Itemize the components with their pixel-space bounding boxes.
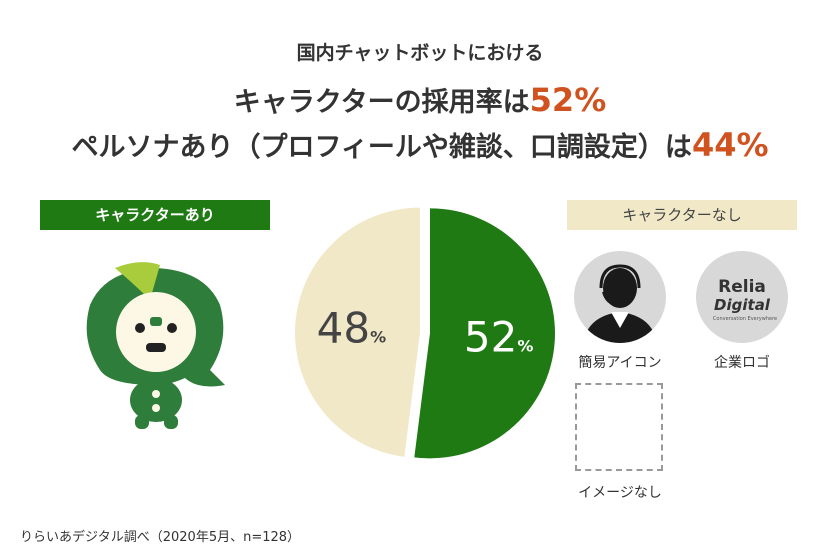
headline-line2-text: キャラクターの採用率は (233, 87, 530, 118)
no-image-placeholder (575, 383, 663, 471)
headline-line2: キャラクターの採用率は52% (0, 80, 840, 119)
pie-label-without-character: 48% (317, 303, 386, 352)
headline-line3-text: ペルソナあり（プロフィールや雑談、口調設定）は (71, 132, 692, 163)
headline-line3-value: 44% (691, 126, 769, 164)
pie-slice-with-character (414, 208, 555, 459)
pie-label-with-character: 52% (464, 313, 533, 362)
label-without-character: キャラクターなし (567, 200, 797, 230)
caption-company-logo: 企業ロゴ (714, 355, 770, 371)
svg-text:Relia: Relia (718, 277, 766, 297)
svg-text:Conversation Everywhere: Conversation Everywhere (713, 316, 777, 322)
headline-line2-value: 52% (529, 81, 607, 119)
pie-chart: 52% 48% (295, 207, 555, 459)
source-note: りらいあデジタル調べ（2020年5月、n=128） (20, 530, 301, 545)
mascot-character-icon (86, 262, 226, 429)
caption-no-image: イメージなし (578, 485, 662, 501)
caption-simple-icon: 簡易アイコン (578, 355, 662, 371)
pie-slice-without-character (295, 207, 421, 457)
svg-text:Digital: Digital (714, 296, 771, 314)
company-logo-icon: Relia Digital Conversation Everywhere (696, 251, 788, 343)
headline-line1: 国内チャットボットにおける (296, 42, 544, 64)
headline-line3: ペルソナあり（プロフィールや雑談、口調設定）は44% (0, 125, 840, 164)
label-with-character: キャラクターあり (40, 200, 270, 230)
headset-operator-icon (574, 251, 666, 343)
